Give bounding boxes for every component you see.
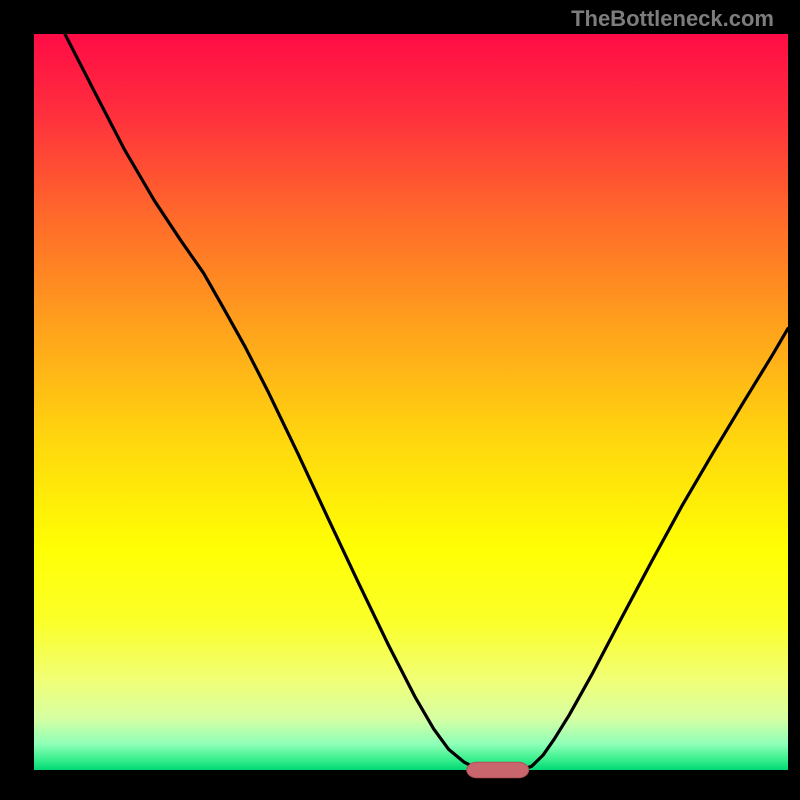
bottleneck-chart — [0, 0, 800, 800]
watermark-text: TheBottleneck.com — [571, 6, 774, 32]
optimal-marker — [467, 762, 529, 777]
gradient-background — [34, 34, 788, 770]
